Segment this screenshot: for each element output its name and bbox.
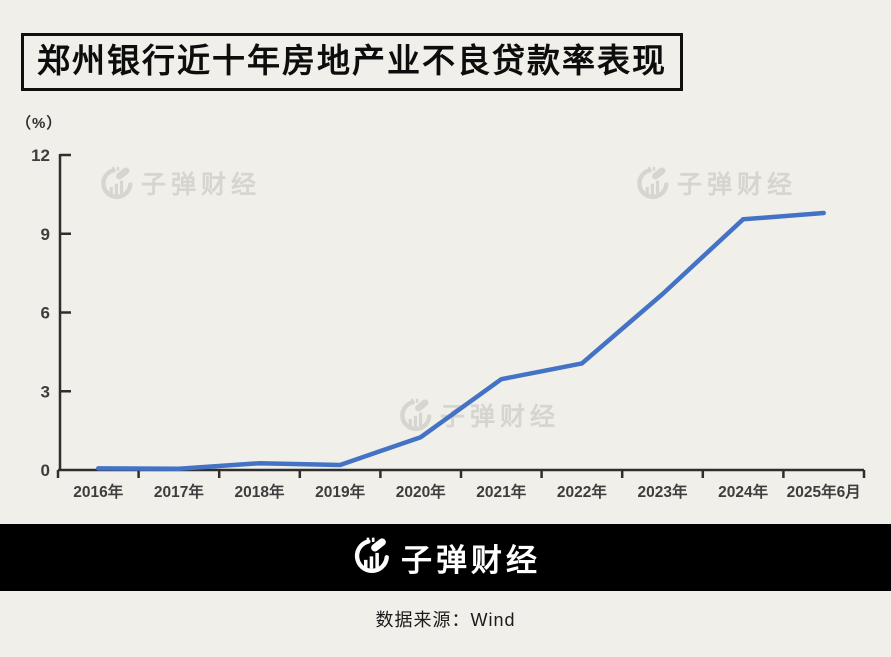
bullet-finance-logo-icon bbox=[97, 163, 135, 203]
data-source-text: 数据来源：Wind bbox=[375, 610, 516, 630]
y-axis-tick-label: 0 bbox=[41, 461, 50, 480]
x-axis-label: 2021年 bbox=[476, 482, 526, 501]
page-title: 郑州银行近十年房地产业不良贷款率表现 bbox=[37, 42, 667, 79]
x-axis-label: 2023年 bbox=[638, 482, 688, 501]
x-axis-label: 2018年 bbox=[235, 482, 285, 501]
npl-rate-line-chart: 0 3 6 9 12 2016年 2017年 2018年 2019年 2020年 2021年 2022… bbox=[31, 146, 866, 501]
watermark-top-right: 子弹财经 bbox=[633, 163, 797, 203]
bullet-finance-logo-icon bbox=[350, 533, 392, 583]
npl-rate-line bbox=[96, 210, 826, 471]
footer-brand-bar: 子弹财经 bbox=[0, 524, 891, 591]
y-axis-tick-label: 9 bbox=[41, 225, 50, 244]
x-axis-label: 2020年 bbox=[396, 482, 446, 501]
footer-brand-text: 子弹财经 bbox=[401, 543, 541, 578]
bullet-finance-logo-icon bbox=[396, 395, 434, 435]
watermark-text: 子弹财经 bbox=[141, 171, 262, 199]
watermark-top-left: 子弹财经 bbox=[97, 163, 261, 203]
x-axis-label: 2019年 bbox=[315, 482, 365, 501]
watermark-text: 子弹财经 bbox=[677, 171, 798, 199]
x-axis-label: 2017年 bbox=[154, 482, 204, 501]
x-axis-label: 2022年 bbox=[557, 482, 607, 501]
x-axis-label: 2024年 bbox=[718, 482, 768, 501]
y-axis-tick-label: 6 bbox=[41, 304, 50, 323]
y-axis-tick-label: 12 bbox=[31, 146, 50, 165]
bullet-finance-logo-icon bbox=[633, 163, 671, 203]
y-axis-unit-label: （%） bbox=[16, 115, 63, 132]
y-axis-tick-label: 3 bbox=[41, 382, 50, 401]
chart-title-box: 郑州银行近十年房地产业不良贷款率表现 bbox=[21, 33, 683, 91]
x-axis-label: 2025年6月 bbox=[787, 482, 861, 501]
x-axis-label: 2016年 bbox=[73, 482, 123, 501]
